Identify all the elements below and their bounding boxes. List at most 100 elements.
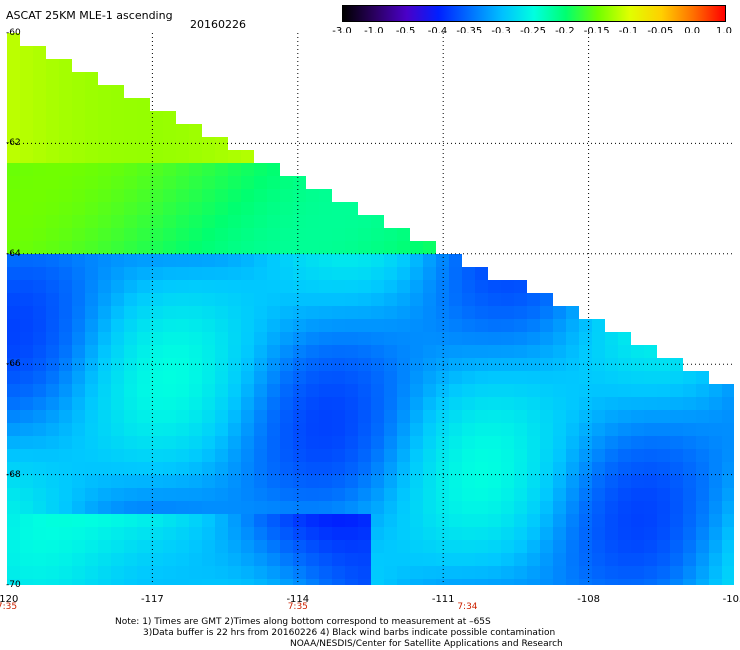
- data-cell: [501, 423, 514, 436]
- data-cell: [644, 501, 657, 514]
- data-cell: [85, 98, 98, 111]
- data-cell: [306, 410, 319, 423]
- data-cell: [33, 332, 46, 345]
- data-cell: [293, 579, 306, 585]
- data-cell: [228, 475, 241, 488]
- data-cell: [98, 163, 111, 176]
- data-cell: [319, 254, 332, 267]
- data-cell: [592, 332, 605, 345]
- data-cell: [137, 267, 150, 280]
- data-cell: [644, 371, 657, 384]
- data-cell: [423, 501, 436, 514]
- data-cell: [72, 566, 85, 579]
- data-cell: [410, 319, 423, 332]
- data-cell: [514, 319, 527, 332]
- data-cell: [241, 527, 254, 540]
- data-cell: [345, 241, 358, 254]
- data-cell: [33, 254, 46, 267]
- longitude-label: -120: [0, 594, 19, 605]
- data-cell: [579, 566, 592, 579]
- data-cell: [59, 410, 72, 423]
- data-cell: [436, 280, 449, 293]
- data-cell: [254, 579, 267, 585]
- data-cell: [124, 553, 137, 566]
- data-cell: [20, 176, 33, 189]
- data-cell: [501, 501, 514, 514]
- data-cell: [85, 527, 98, 540]
- data-cell: [228, 462, 241, 475]
- data-cell: [150, 254, 163, 267]
- data-cell: [683, 449, 696, 462]
- data-cell: [85, 72, 98, 85]
- data-cell: [722, 475, 734, 488]
- data-cell: [618, 553, 631, 566]
- data-cell: [644, 540, 657, 553]
- data-cell: [306, 579, 319, 585]
- data-cell: [7, 371, 20, 384]
- data-cell: [72, 423, 85, 436]
- data-cell: [202, 384, 215, 397]
- data-cell: [371, 280, 384, 293]
- data-cell: [397, 527, 410, 540]
- data-cell: [527, 345, 540, 358]
- data-cell: [397, 306, 410, 319]
- data-cell: [150, 345, 163, 358]
- data-cell: [228, 579, 241, 585]
- data-cell: [722, 449, 734, 462]
- data-cell: [436, 475, 449, 488]
- data-cell: [202, 267, 215, 280]
- data-cell: [618, 397, 631, 410]
- data-cell: [488, 501, 501, 514]
- data-cell: [137, 527, 150, 540]
- data-cell: [657, 579, 670, 585]
- data-cell: [241, 566, 254, 579]
- data-cell: [150, 514, 163, 527]
- data-cell: [98, 501, 111, 514]
- colorbar-label: -0.15: [583, 26, 610, 37]
- data-cell: [488, 410, 501, 423]
- data-cell: [306, 332, 319, 345]
- data-cell: [553, 579, 566, 585]
- data-cell: [371, 241, 384, 254]
- data-cell: [59, 475, 72, 488]
- data-cell: [397, 553, 410, 566]
- data-cell: [397, 397, 410, 410]
- data-cell: [241, 332, 254, 345]
- data-cell: [319, 566, 332, 579]
- data-cell: [332, 241, 345, 254]
- data-cell: [553, 540, 566, 553]
- data-cell: [20, 228, 33, 241]
- data-cell: [72, 215, 85, 228]
- data-cell: [215, 189, 228, 202]
- data-cell: [345, 384, 358, 397]
- data-cell: [527, 371, 540, 384]
- data-cell: [241, 293, 254, 306]
- data-cell: [540, 293, 553, 306]
- data-cell: [592, 566, 605, 579]
- data-cell: [384, 306, 397, 319]
- data-cell: [46, 462, 59, 475]
- data-cell: [683, 540, 696, 553]
- data-cell: [46, 579, 59, 585]
- data-cell: [501, 345, 514, 358]
- data-cell: [228, 280, 241, 293]
- data-cell: [384, 410, 397, 423]
- data-cell: [462, 384, 475, 397]
- longitude-label: -108: [577, 594, 600, 605]
- data-cell: [215, 176, 228, 189]
- data-cell: [384, 449, 397, 462]
- data-cell: [98, 527, 111, 540]
- data-cell: [293, 319, 306, 332]
- data-cell: [46, 98, 59, 111]
- data-cell: [163, 345, 176, 358]
- data-cell: [358, 358, 371, 371]
- data-cell: [111, 371, 124, 384]
- data-cell: [384, 423, 397, 436]
- data-cell: [319, 371, 332, 384]
- data-cell: [72, 254, 85, 267]
- data-cell: [345, 293, 358, 306]
- data-cell: [7, 189, 20, 202]
- data-cell: [124, 98, 137, 111]
- data-cell: [293, 306, 306, 319]
- data-cell: [111, 436, 124, 449]
